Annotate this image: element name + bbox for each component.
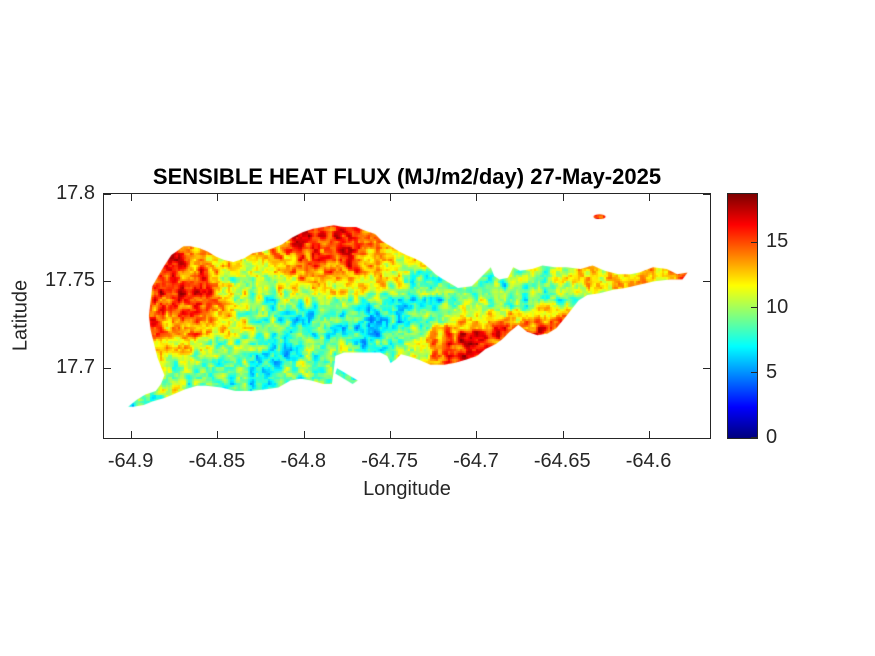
x-tick-label: -64.65 (533, 450, 591, 472)
y-tick-mark-right (703, 280, 710, 282)
y-tick-mark-left (104, 280, 111, 282)
y-tick-label: 17.8 (56, 182, 95, 204)
heatmap-canvas (104, 194, 710, 438)
y-tick-label: 17.7 (56, 356, 95, 379)
y-tick-mark-right (703, 367, 710, 369)
x-tick-mark-bottom (303, 431, 305, 438)
colorbar-tick-mark (751, 307, 757, 309)
x-tick-label: -64.9 (107, 450, 154, 472)
y-tick-mark-left (104, 193, 111, 195)
x-tick-label: -64.75 (361, 450, 418, 472)
chart-title: SENSIBLE HEAT FLUX (MJ/m2/day) 27-May-20… (152, 164, 662, 189)
plot-axes (103, 193, 711, 439)
colorbar-tick-label: 5 (766, 360, 778, 383)
x-tick-mark-bottom (390, 431, 392, 438)
x-tick-mark-bottom (131, 431, 133, 438)
colorbar-tick-label: 15 (766, 230, 789, 253)
x-axis-label: Longitude (363, 478, 451, 500)
x-tick-mark-bottom (562, 431, 564, 438)
x-tick-mark-top (476, 194, 478, 201)
colorbar-tick-mark (751, 241, 757, 243)
colorbar (727, 193, 758, 439)
colorbar-tick-label: 0 (766, 426, 778, 448)
y-axis-label: Latitude (9, 279, 32, 352)
x-tick-mark-bottom (476, 431, 478, 438)
x-tick-mark-top (131, 194, 133, 201)
x-tick-mark-bottom (217, 431, 219, 438)
x-tick-mark-top (649, 194, 651, 201)
x-tick-mark-top (217, 194, 219, 201)
x-tick-label: -64.6 (625, 450, 672, 472)
x-tick-mark-bottom (649, 431, 651, 438)
colorbar-tick-mark (751, 437, 757, 438)
x-tick-label: -64.8 (280, 450, 327, 472)
y-tick-mark-left (104, 367, 111, 369)
x-tick-label: -64.85 (188, 450, 246, 472)
y-tick-label: 17.75 (44, 269, 95, 292)
colorbar-gradient (728, 194, 757, 438)
x-tick-mark-top (390, 194, 392, 201)
colorbar-tick-mark (751, 372, 757, 374)
x-tick-mark-top (303, 194, 305, 201)
y-tick-mark-right (703, 193, 710, 195)
colorbar-tick-label: 10 (766, 295, 789, 318)
x-tick-mark-top (562, 194, 564, 201)
x-tick-label: -64.7 (453, 450, 499, 472)
